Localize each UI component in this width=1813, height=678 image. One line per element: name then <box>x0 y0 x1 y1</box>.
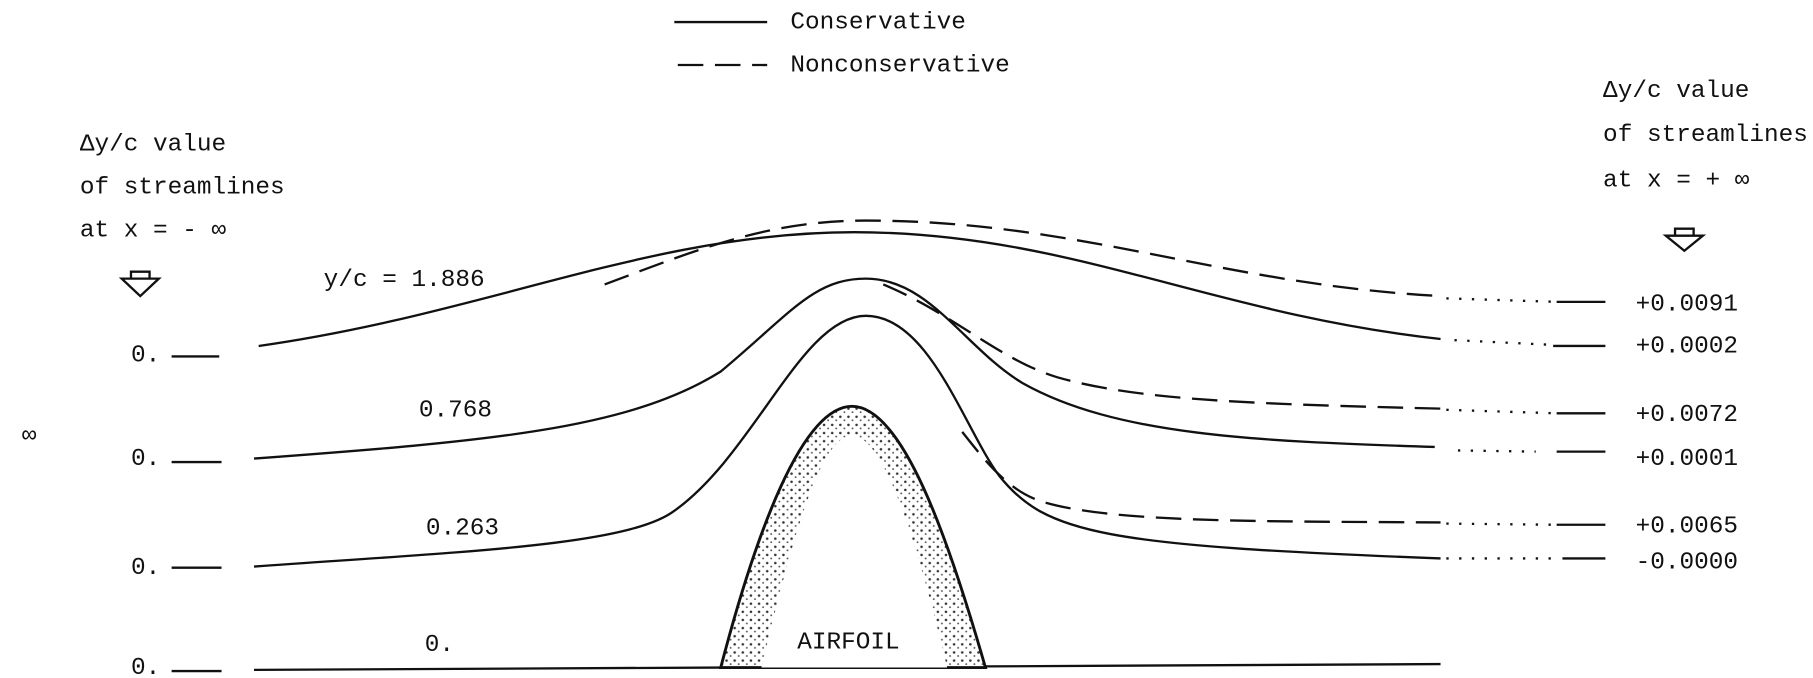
right-value: +0.0091 <box>1636 292 1738 319</box>
surface <box>985 664 1440 666</box>
left-value: 0. <box>131 446 160 473</box>
left-header: Δy/c value <box>80 131 226 158</box>
right-header: of streamlines <box>1603 122 1808 149</box>
left-header: of streamlines <box>80 174 285 201</box>
right-header: at x = + ∞ <box>1603 167 1750 194</box>
nonconservative-streamline <box>883 284 1440 408</box>
legend-label: Nonconservative <box>790 52 1009 79</box>
surface <box>254 668 721 670</box>
streamline-label: 0. <box>425 632 454 659</box>
right-value: -0.0000 <box>1636 549 1738 576</box>
right-value: +0.0002 <box>1636 333 1738 360</box>
right-value: +0.0001 <box>1636 446 1738 473</box>
figure: Conservative Nonconservative Δy/c value … <box>0 0 1813 678</box>
side-mark: ∞ <box>22 423 37 450</box>
right-value: +0.0065 <box>1636 513 1738 540</box>
streamline-label: y/c = 1.886 <box>324 267 485 294</box>
streamline-label: 0.263 <box>426 516 499 543</box>
right-arrow <box>1666 229 1703 251</box>
left-ticks <box>172 356 222 671</box>
streamline-label: 0.768 <box>419 397 492 424</box>
dotted-extension <box>1446 298 1556 301</box>
left-value: 0. <box>131 555 160 582</box>
right-value: +0.0072 <box>1636 402 1738 429</box>
right-header: Δy/c value <box>1603 78 1749 105</box>
nonconservative-streamline <box>605 221 1441 296</box>
left-value: 0. <box>131 655 160 678</box>
left-value: 0. <box>131 343 160 370</box>
left-arrow <box>122 272 159 296</box>
legend-label: Conservative <box>790 9 966 36</box>
left-header: at x = - ∞ <box>80 217 227 244</box>
airfoil-label: AIRFOIL <box>797 629 899 656</box>
